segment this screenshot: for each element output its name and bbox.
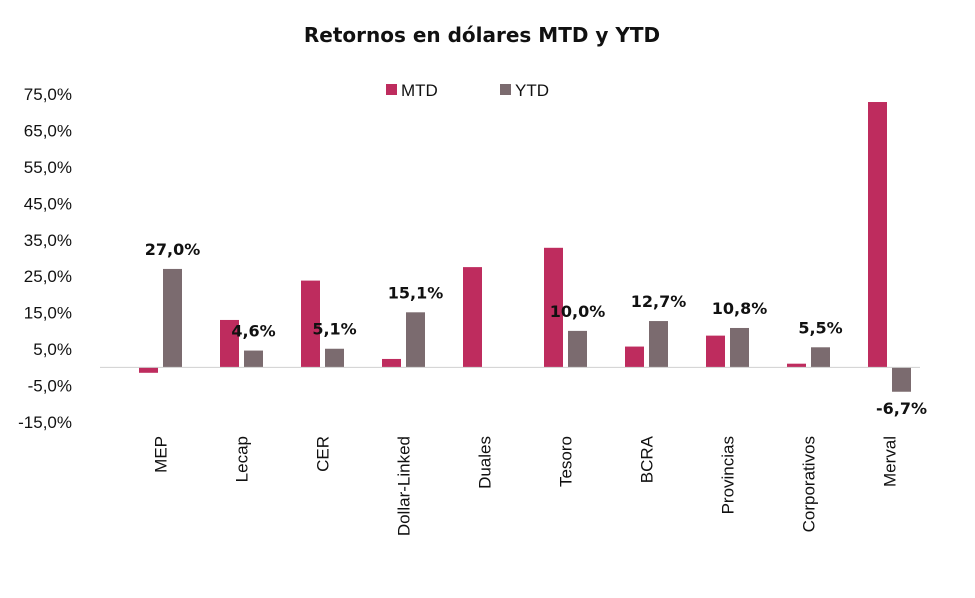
bar-ytd-lecap <box>244 350 263 368</box>
y-tick-label: 55,0% <box>24 158 72 177</box>
bar-mtd-corporativos <box>787 363 806 368</box>
data-label-ytd-merval: -6,7% <box>876 399 927 418</box>
x-tick-label: Merval <box>881 436 900 487</box>
data-label-ytd-provincias: 10,8% <box>712 299 768 318</box>
x-tick-label: Provincias <box>719 436 738 514</box>
y-tick-label: 35,0% <box>24 231 72 250</box>
data-label-ytd-lecap: 4,6% <box>231 322 275 341</box>
bar-mtd-mep <box>139 367 158 373</box>
bar-ytd-merval <box>892 367 911 392</box>
legend-swatch-mtd <box>386 84 397 95</box>
legend-label-mtd: MTD <box>401 81 438 100</box>
bar-mtd-dollar-linked <box>382 358 401 368</box>
bar-ytd-tesoro <box>568 330 587 368</box>
x-axis: MEP Lecap CER Dollar-Linked Duales Tesoro BCRA… <box>152 435 900 536</box>
legend-swatch-ytd <box>500 84 511 95</box>
y-tick-label: 25,0% <box>24 267 72 286</box>
bar-ytd-bcra <box>649 321 668 368</box>
data-label-ytd-mep: 27,0% <box>145 240 201 259</box>
y-tick-label: 45,0% <box>24 194 72 213</box>
data-label-ytd-dollar-linked: 15,1% <box>388 283 444 302</box>
x-tick-label: Tesoro <box>557 436 576 487</box>
x-tick-label: MEP <box>152 436 171 473</box>
x-tick-label: Corporativos <box>800 436 819 532</box>
bar-ytd-provincias <box>730 327 749 368</box>
y-tick-label: -15,0% <box>18 413 72 432</box>
x-tick-label: BCRA <box>638 435 657 483</box>
bar-ytd-dollar-linked <box>406 312 425 368</box>
data-label-ytd-corporativos: 5,5% <box>798 318 842 337</box>
y-tick-label: 65,0% <box>24 121 72 140</box>
y-tick-label: 15,0% <box>24 304 72 323</box>
bar-mtd-provincias <box>706 335 725 368</box>
data-label-ytd-cer: 5,1% <box>312 320 356 339</box>
bar-ytd-corporativos <box>811 347 830 368</box>
y-tick-label: 75,0% <box>24 85 72 104</box>
x-tick-label: Dollar-Linked <box>395 436 414 536</box>
bar-mtd-cer <box>301 280 320 368</box>
data-labels: 27,0% 4,6% 5,1% 15,1% 10,0% 12,7% 10,8% 5,5% -6,… <box>145 240 927 418</box>
data-label-ytd-tesoro: 10,0% <box>550 302 606 321</box>
bar-mtd-merval <box>868 102 887 368</box>
y-tick-label: 5,0% <box>33 340 72 359</box>
y-axis: 75,0% 65,0% 55,0% 45,0% 35,0% 25,0% 15,0% 5,0% -… <box>18 85 72 432</box>
legend-label-ytd: YTD <box>515 81 549 100</box>
bar-ytd-mep <box>163 268 182 368</box>
bar-mtd-tesoro <box>544 247 563 368</box>
x-tick-label: CER <box>314 436 333 472</box>
chart-title: Retornos en dólares MTD y YTD <box>304 23 660 47</box>
y-tick-label: -5,0% <box>28 377 72 396</box>
x-tick-label: Duales <box>476 436 495 489</box>
bar-mtd-bcra <box>625 346 644 368</box>
bar-mtd-lecap <box>220 319 239 368</box>
legend: MTD YTD <box>386 81 549 100</box>
x-tick-label: Lecap <box>233 436 252 482</box>
bar-mtd-duales <box>463 267 482 368</box>
bars <box>139 102 911 392</box>
bar-ytd-cer <box>325 348 344 368</box>
data-label-ytd-bcra: 12,7% <box>631 292 687 311</box>
